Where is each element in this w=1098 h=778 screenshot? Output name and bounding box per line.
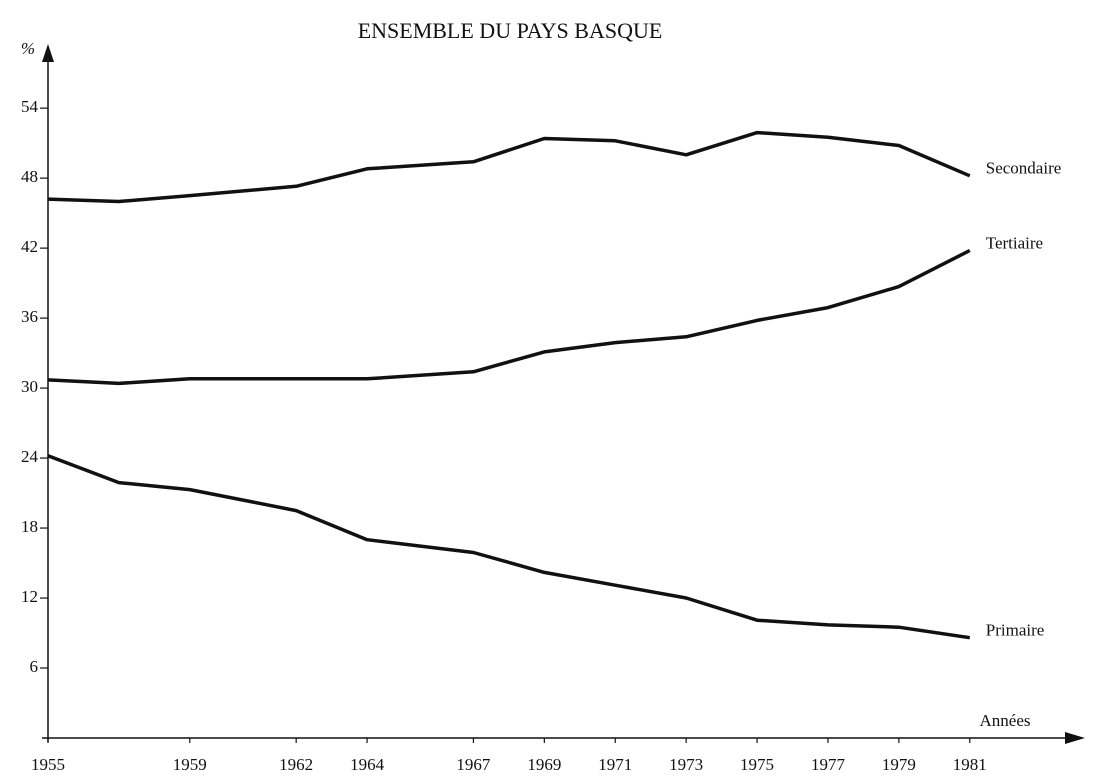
x-tick-label: 1973 [669, 755, 703, 774]
x-tick-label: 1979 [882, 755, 916, 774]
x-tick-label: 1955 [31, 755, 65, 774]
x-axis-arrow [1065, 732, 1085, 744]
line-series [47, 130, 971, 204]
series-label: Tertiaire [986, 233, 1043, 252]
x-axis-label: Années [980, 711, 1031, 730]
series-label: Primaire [986, 621, 1045, 640]
y-tick-label: 12 [21, 587, 38, 606]
x-tick-label: 1962 [279, 755, 313, 774]
y-axis-arrow [42, 44, 54, 62]
y-axis-label: % [21, 39, 35, 58]
x-tick-label: 1969 [527, 755, 561, 774]
x-tick-label: 1967 [456, 755, 491, 774]
y-tick-label: 24 [21, 447, 39, 466]
y-tick-label: 6 [30, 657, 39, 676]
x-tick-label: 1959 [173, 755, 207, 774]
x-tick-label: 1977 [811, 755, 846, 774]
x-tick-label: 1975 [740, 755, 774, 774]
x-tick-label: 1981 [953, 755, 987, 774]
y-tick-label: 18 [21, 517, 38, 536]
x-tick-label: 1971 [598, 755, 632, 774]
x-tick-label: 1964 [350, 755, 385, 774]
y-tick-label: 36 [21, 307, 38, 326]
chart-title: ENSEMBLE DU PAYS BASQUE [358, 18, 663, 43]
y-tick-label: 48 [21, 167, 38, 186]
y-tick-label: 42 [21, 237, 38, 256]
line-series [47, 454, 971, 640]
y-tick-label: 54 [21, 97, 39, 116]
line-series [47, 248, 971, 386]
series-label: Secondaire [986, 159, 1062, 178]
y-tick-label: 30 [21, 377, 38, 396]
